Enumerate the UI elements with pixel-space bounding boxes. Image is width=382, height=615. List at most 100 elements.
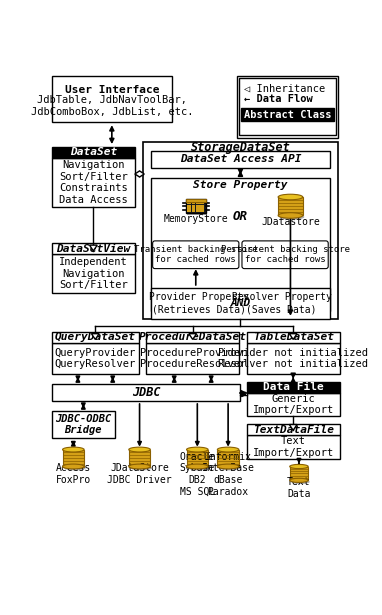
Bar — [200, 205, 204, 208]
Ellipse shape — [63, 464, 84, 469]
Text: TableDataSet: TableDataSet — [253, 332, 334, 342]
Bar — [186, 199, 206, 213]
Bar — [52, 254, 135, 293]
Bar — [247, 382, 340, 392]
Text: TextDataFile: TextDataFile — [253, 424, 334, 435]
Bar — [191, 201, 195, 204]
Bar — [187, 201, 191, 204]
Bar — [52, 343, 139, 374]
Bar — [200, 208, 204, 212]
Text: ProcedureProvider
ProcedureResolver: ProcedureProvider ProcedureResolver — [139, 347, 246, 369]
Bar — [186, 450, 208, 467]
Bar — [196, 208, 200, 212]
Bar — [151, 288, 330, 319]
Text: JDBC-ODBC
Bridge: JDBC-ODBC Bridge — [55, 414, 112, 435]
Bar — [52, 331, 139, 343]
Text: Independent
Navigation
Sort/Filter: Independent Navigation Sort/Filter — [59, 257, 128, 290]
Ellipse shape — [188, 466, 210, 470]
Polygon shape — [289, 424, 297, 430]
Bar — [241, 108, 333, 121]
Ellipse shape — [217, 464, 239, 469]
Text: DataSetView: DataSetView — [56, 244, 131, 253]
Text: ◁ Inheritance: ◁ Inheritance — [244, 84, 325, 93]
Polygon shape — [189, 334, 197, 339]
Ellipse shape — [280, 214, 304, 220]
Ellipse shape — [186, 464, 208, 469]
Bar — [151, 151, 330, 168]
Ellipse shape — [219, 466, 240, 470]
Ellipse shape — [290, 478, 308, 482]
Bar — [186, 199, 206, 202]
Bar — [187, 205, 191, 208]
Bar — [196, 205, 200, 208]
Text: JdbTable, JdbNavToolBar,
JdbComboBox, JdbList, etc.: JdbTable, JdbNavToolBar, JdbComboBox, Jd… — [31, 95, 193, 117]
Bar — [146, 343, 239, 374]
Text: Transient backing store
for cached rows: Transient backing store for cached rows — [134, 245, 257, 264]
Bar — [278, 197, 303, 215]
Bar — [187, 201, 207, 215]
Text: DataSet: DataSet — [70, 148, 117, 157]
FancyBboxPatch shape — [242, 241, 328, 269]
Ellipse shape — [129, 464, 151, 469]
Ellipse shape — [130, 466, 152, 470]
Text: Data File: Data File — [263, 382, 324, 392]
Text: Resolver Property
(Saves Data): Resolver Property (Saves Data) — [231, 293, 332, 314]
Text: AND: AND — [230, 298, 251, 308]
Text: QueryProvider
QueryResolver: QueryProvider QueryResolver — [55, 347, 136, 369]
Bar — [247, 392, 340, 416]
Bar — [191, 205, 195, 208]
Text: DataSet Access API: DataSet Access API — [180, 154, 301, 164]
Text: OR: OR — [233, 210, 248, 223]
Text: ProcedureDataSet: ProcedureDataSet — [139, 332, 247, 342]
Ellipse shape — [291, 480, 310, 484]
Text: Provider not initialized
Resolver not initialized: Provider not initialized Resolver not in… — [218, 347, 368, 369]
Ellipse shape — [186, 447, 208, 452]
Bar — [247, 331, 340, 343]
Ellipse shape — [290, 464, 308, 469]
Text: Persistent backing store
for cached rows: Persistent backing store for cached rows — [220, 245, 350, 264]
Polygon shape — [89, 245, 97, 251]
FancyBboxPatch shape — [153, 241, 239, 269]
Ellipse shape — [129, 447, 151, 452]
Text: Navigation
Sort/Filter
Constraints
Data Access: Navigation Sort/Filter Constraints Data … — [59, 160, 128, 205]
Bar — [142, 141, 338, 319]
Text: Oracle
Sybase
DB2
MS SQL: Oracle Sybase DB2 MS SQL — [180, 452, 215, 496]
Text: ← Data Flow: ← Data Flow — [244, 94, 313, 104]
Text: Generic
Import/Export: Generic Import/Export — [253, 394, 334, 415]
Polygon shape — [289, 334, 297, 339]
Bar — [217, 450, 239, 467]
Bar — [196, 201, 200, 204]
Bar — [236, 76, 338, 138]
Text: QueryDataSet: QueryDataSet — [55, 332, 136, 342]
Bar — [247, 424, 340, 435]
Text: Store Property: Store Property — [193, 180, 288, 189]
Bar — [52, 76, 172, 122]
Text: JDataStore
JDBC Driver: JDataStore JDBC Driver — [107, 463, 172, 485]
Bar — [129, 450, 151, 467]
Bar — [290, 467, 308, 480]
Bar — [52, 157, 135, 207]
Bar — [191, 208, 195, 212]
Bar — [52, 411, 115, 438]
Ellipse shape — [278, 194, 303, 200]
Text: Text
Import/Export: Text Import/Export — [253, 436, 334, 458]
Bar — [52, 243, 135, 254]
Text: Provider Property
(Retrieves Data): Provider Property (Retrieves Data) — [149, 293, 249, 314]
Text: JDatastore: JDatastore — [261, 216, 320, 227]
Bar — [247, 435, 340, 459]
Bar — [187, 208, 191, 212]
Ellipse shape — [217, 447, 239, 452]
Bar — [52, 147, 135, 157]
Text: Informix
InterBase
dBase
Paradox: Informix InterBase dBase Paradox — [202, 452, 254, 496]
Text: JDBC: JDBC — [132, 386, 160, 399]
Text: User Interface: User Interface — [65, 85, 159, 95]
Bar — [200, 201, 204, 204]
Bar — [151, 178, 330, 311]
Polygon shape — [91, 334, 99, 339]
Text: Text
Data: Text Data — [287, 477, 311, 499]
Bar — [52, 384, 240, 401]
Bar — [239, 79, 336, 135]
Bar — [146, 331, 239, 343]
Bar — [247, 343, 340, 374]
Ellipse shape — [278, 213, 303, 218]
